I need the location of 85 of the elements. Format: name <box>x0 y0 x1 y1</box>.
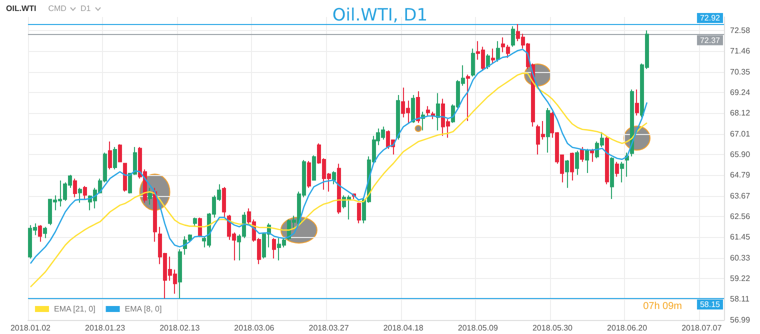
candlestick <box>113 146 117 170</box>
ref-line-label: 58.15 <box>700 300 721 309</box>
x-tick-label: 2018.02.13 <box>160 324 200 332</box>
candlestick <box>471 48 475 77</box>
y-tick-label: 60.33 <box>730 253 751 262</box>
x-tick-label: 2018.05.09 <box>458 324 498 332</box>
candlestick <box>635 88 639 116</box>
candlestick <box>307 160 311 188</box>
y-tick-label: 70.35 <box>730 67 751 76</box>
candlestick <box>491 48 495 64</box>
candlestick <box>153 187 157 242</box>
x-tick-label: 2018.06.20 <box>607 324 648 332</box>
candlestick <box>605 135 609 185</box>
candlestick <box>222 186 226 218</box>
annotation: 07h 09m <box>643 301 682 312</box>
text: D1 <box>80 4 91 13</box>
y-tick-label: 62.56 <box>730 212 751 222</box>
candlestick <box>123 162 127 192</box>
candlestick <box>312 154 316 181</box>
candlestick <box>108 140 112 170</box>
text: CMD <box>48 4 66 13</box>
candlestick <box>585 148 589 174</box>
candlestick <box>357 202 361 224</box>
y-tick-label: 59.22 <box>730 274 751 284</box>
candlestick <box>272 238 276 260</box>
candlestick <box>511 26 515 48</box>
candlestick <box>193 217 197 228</box>
candlestick <box>426 106 430 116</box>
candlestick <box>78 187 82 204</box>
y-tick-label: 71.46 <box>730 46 751 56</box>
candlestick <box>546 108 550 154</box>
candlestick <box>496 40 500 62</box>
candlestick <box>436 92 440 131</box>
candlestick <box>178 248 182 299</box>
candlestick <box>575 150 579 176</box>
candlestick <box>565 160 569 188</box>
y-tick-label: 56.99 <box>730 316 751 324</box>
y-tick-label: 63.67 <box>730 191 751 200</box>
candlestick <box>615 161 619 178</box>
y-tick-label: 68.12 <box>730 108 751 118</box>
ref-line-label: 72.92 <box>700 14 721 23</box>
candlestick <box>570 152 574 181</box>
x-tick-label: 2018.05.30 <box>532 324 574 332</box>
candlestick <box>630 88 634 157</box>
candlestick <box>506 44 510 58</box>
candlestick <box>396 94 400 140</box>
candlestick <box>610 156 614 200</box>
x-tick-label: 2018.03.06 <box>234 324 275 332</box>
candlestick <box>580 146 584 162</box>
x-tick-label: 2018.04.18 <box>383 324 424 332</box>
text: OIL.WTI <box>6 4 36 13</box>
candlestick <box>148 187 152 206</box>
candlestick <box>133 146 137 176</box>
x-tick-label: 2018.01.02 <box>10 324 52 332</box>
y-tick-label: 69.24 <box>730 88 751 97</box>
chart-title: Oil.WTI, D1 <box>332 6 428 26</box>
candlestick <box>83 186 87 200</box>
x-tick-label: 2018.07.07 <box>682 324 722 332</box>
y-tick-label: 61.45 <box>730 232 751 242</box>
y-tick-label: 65.90 <box>730 150 751 159</box>
candlestick <box>332 170 336 185</box>
y-tick-label: 72.58 <box>730 26 751 35</box>
legend-label: EMA [8, 0] <box>124 304 162 314</box>
candlestick <box>501 36 505 53</box>
candlestick <box>38 224 42 242</box>
candlestick <box>486 54 490 70</box>
y-tick-label: 58.11 <box>730 294 750 304</box>
candlestick <box>118 144 122 162</box>
candlestick <box>73 178 77 198</box>
candlestick <box>590 148 594 162</box>
y-tick-label: 67.01 <box>730 129 751 138</box>
line-series <box>30 72 648 288</box>
candlestick <box>411 94 415 124</box>
ref-line-label: 72.37 <box>700 36 721 45</box>
x-tick-label: 2018.01.23 <box>85 324 126 332</box>
candlestick <box>43 226 47 239</box>
y-tick-label: 64.79 <box>730 170 751 180</box>
candlestick <box>620 161 624 183</box>
candlestick <box>128 172 132 194</box>
legend-label: EMA [21, 0] <box>54 304 96 314</box>
candlestick <box>416 90 420 124</box>
candlestick <box>337 163 341 214</box>
candlestick <box>625 152 629 178</box>
x-tick-label: 2018.03.27 <box>308 324 350 332</box>
candlestick <box>466 74 470 122</box>
